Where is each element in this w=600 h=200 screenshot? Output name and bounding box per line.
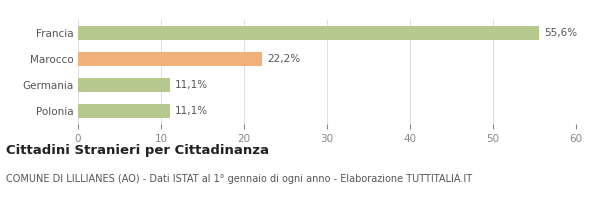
Text: 22,2%: 22,2% [267,54,301,64]
Text: 11,1%: 11,1% [175,80,208,90]
Text: Cittadini Stranieri per Cittadinanza: Cittadini Stranieri per Cittadinanza [6,144,269,157]
Text: COMUNE DI LILLIANES (AO) - Dati ISTAT al 1° gennaio di ogni anno - Elaborazione : COMUNE DI LILLIANES (AO) - Dati ISTAT al… [6,174,472,184]
Bar [78,78,170,92]
Bar [78,52,262,66]
Text: 11,1%: 11,1% [175,106,208,116]
Bar [78,26,539,40]
Text: 55,6%: 55,6% [544,28,578,38]
Bar [78,104,170,118]
